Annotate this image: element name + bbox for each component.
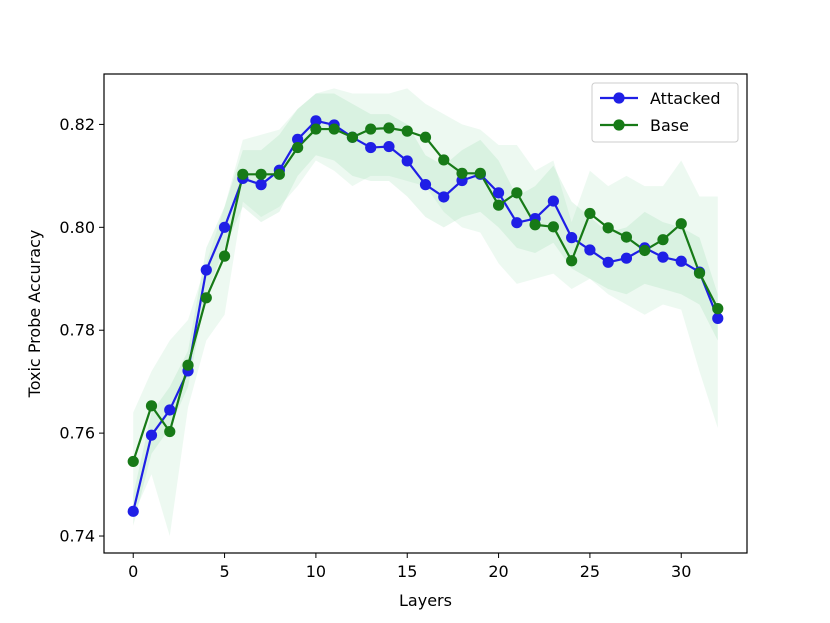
point-attacked-14 xyxy=(383,140,395,153)
point-attacked-21 xyxy=(511,217,523,229)
point-base-10 xyxy=(310,123,322,135)
x-tick-label: 5 xyxy=(219,562,229,581)
y-tick-label: 0.82 xyxy=(59,115,95,134)
legend-label-base: Base xyxy=(650,116,689,135)
point-attacked-15 xyxy=(401,155,413,167)
point-attacked-30 xyxy=(675,255,687,267)
point-base-6 xyxy=(237,168,249,180)
legend-marker-attacked xyxy=(613,92,625,104)
point-attacked-24 xyxy=(566,232,578,244)
plot-frame xyxy=(103,73,748,554)
point-base-19 xyxy=(474,167,486,179)
point-base-25 xyxy=(584,207,596,220)
point-base-4 xyxy=(200,292,212,304)
point-base-22 xyxy=(529,219,541,231)
point-attacked-9 xyxy=(292,133,304,145)
point-base-28 xyxy=(639,244,651,257)
point-base-27 xyxy=(620,231,633,243)
band-attacked xyxy=(133,93,718,526)
point-attacked-29 xyxy=(657,251,669,263)
point-base-0 xyxy=(127,455,139,468)
y-axis-ticks: 0.74 0.76 0.78 0.80 0.82 xyxy=(59,115,104,546)
y-axis-label: Toxic Probe Accuracy xyxy=(25,230,44,399)
point-base-16 xyxy=(419,131,432,143)
point-attacked-7 xyxy=(255,179,267,191)
point-base-7 xyxy=(255,168,267,180)
point-attacked-4 xyxy=(200,264,212,276)
point-attacked-23 xyxy=(547,195,559,207)
point-base-15 xyxy=(401,125,413,137)
x-tick-label: 25 xyxy=(580,562,600,581)
confidence-bands xyxy=(133,88,718,537)
point-attacked-10 xyxy=(310,115,322,127)
point-base-18 xyxy=(456,167,468,179)
legend-marker-base xyxy=(613,119,625,131)
point-attacked-2 xyxy=(164,404,176,416)
point-attacked-13 xyxy=(365,141,377,154)
point-base-14 xyxy=(383,122,395,134)
x-tick-label: 15 xyxy=(397,562,417,581)
point-base-13 xyxy=(365,123,377,135)
point-base-30 xyxy=(675,218,687,230)
point-attacked-17 xyxy=(438,191,450,203)
point-base-29 xyxy=(657,234,669,246)
point-base-5 xyxy=(218,250,231,262)
point-base-12 xyxy=(346,131,359,143)
y-tick-label: 0.74 xyxy=(59,527,95,546)
y-tick-label: 0.78 xyxy=(59,321,95,340)
x-tick-label: 0 xyxy=(128,562,138,581)
x-tick-label: 30 xyxy=(671,562,691,581)
point-attacked-16 xyxy=(419,179,432,191)
point-attacked-26 xyxy=(602,256,614,268)
point-base-3 xyxy=(182,359,194,371)
legend-label-attacked: Attacked xyxy=(650,89,721,108)
point-base-32 xyxy=(712,303,724,315)
point-base-21 xyxy=(511,187,523,199)
point-base-31 xyxy=(693,267,706,279)
x-tick-label: 10 xyxy=(306,562,326,581)
y-tick-label: 0.76 xyxy=(59,424,95,443)
series-points xyxy=(127,115,724,517)
band-base xyxy=(133,88,718,537)
point-base-26 xyxy=(602,222,614,234)
point-attacked-25 xyxy=(584,244,596,256)
point-base-1 xyxy=(145,400,158,412)
point-attacked-20 xyxy=(492,187,505,199)
point-attacked-5 xyxy=(218,221,231,233)
point-attacked-27 xyxy=(620,252,633,264)
legend: Attacked Base xyxy=(591,82,739,143)
point-base-2 xyxy=(164,425,176,438)
point-attacked-32 xyxy=(712,312,724,324)
point-attacked-1 xyxy=(145,429,158,441)
point-base-9 xyxy=(292,141,304,154)
point-base-8 xyxy=(273,168,285,180)
point-base-17 xyxy=(438,154,450,166)
point-attacked-0 xyxy=(127,505,139,517)
x-tick-label: 20 xyxy=(488,562,508,581)
point-base-11 xyxy=(328,123,340,135)
x-axis-label: Layers xyxy=(399,591,452,610)
y-tick-label: 0.80 xyxy=(59,218,95,237)
x-axis-ticks: 0 5 10 15 20 25 30 xyxy=(128,553,691,581)
point-base-24 xyxy=(566,255,578,267)
point-base-23 xyxy=(547,221,559,233)
point-base-20 xyxy=(492,199,505,211)
